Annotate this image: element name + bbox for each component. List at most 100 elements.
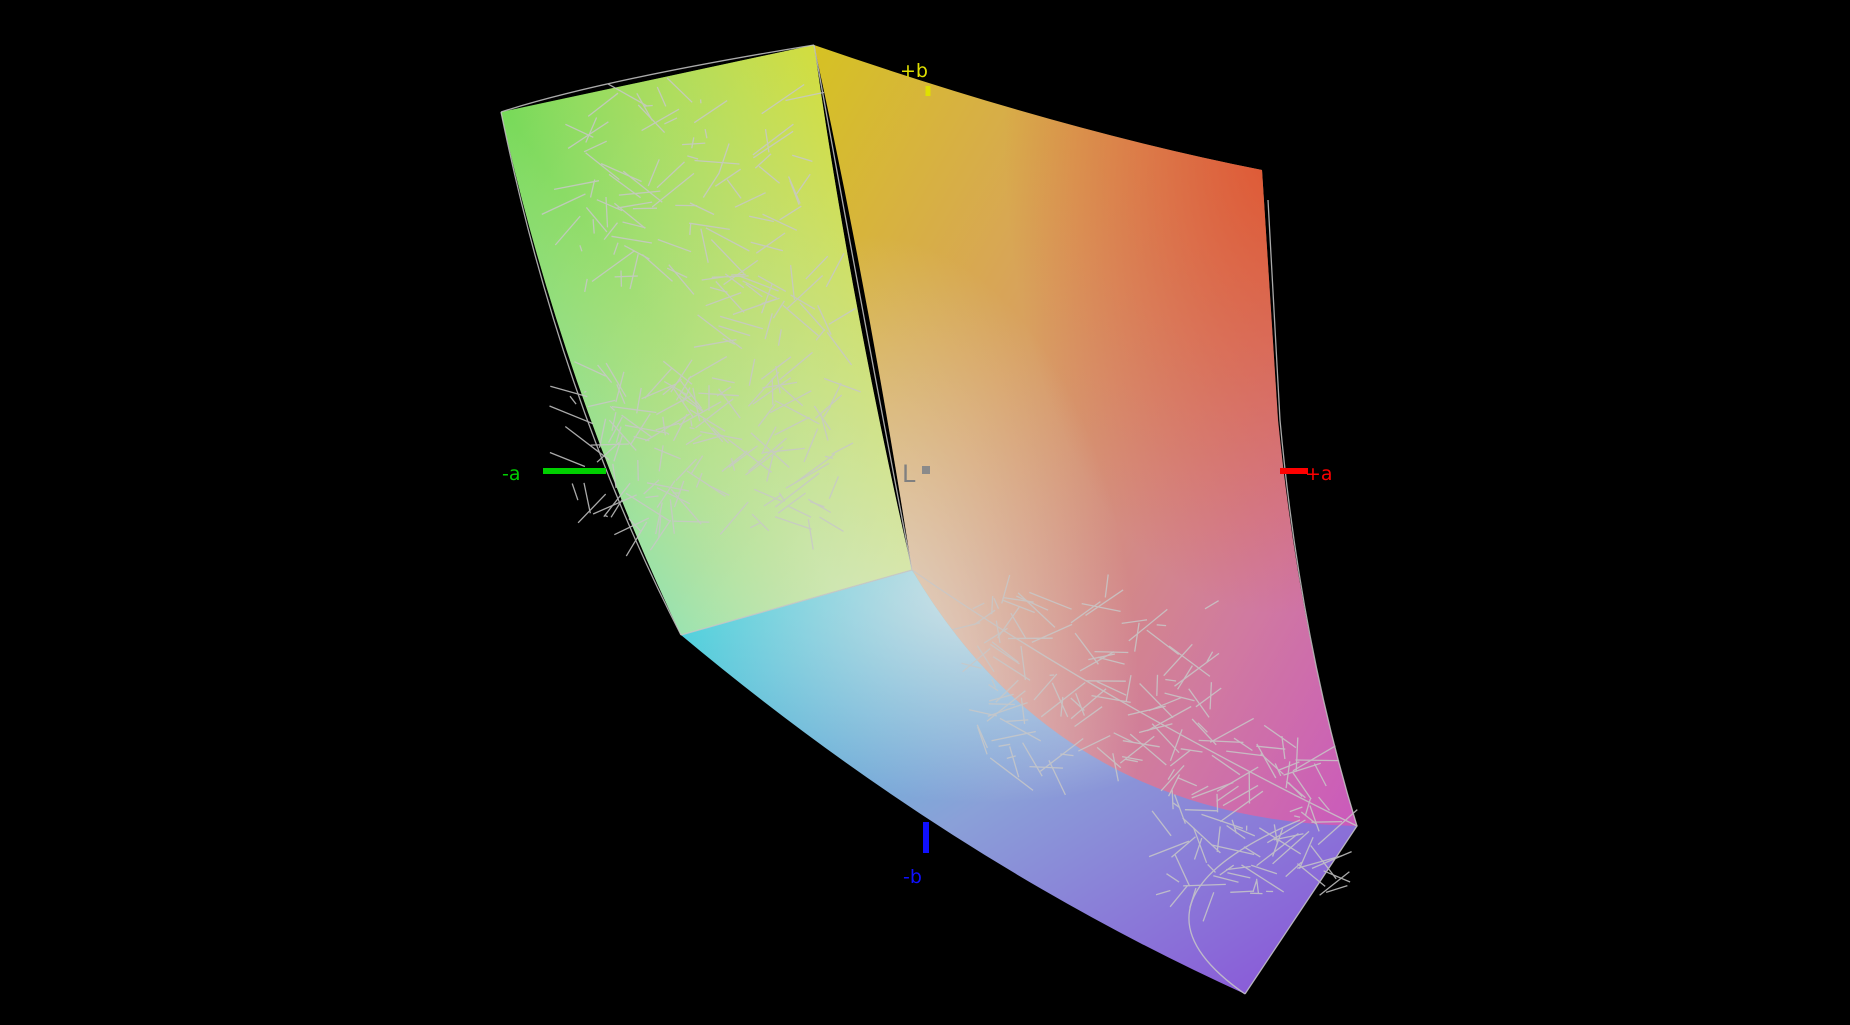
wireframe-edge [682,142,706,146]
wireframe-edge [596,199,623,212]
wireframe-edge [1094,650,1129,654]
wireframe-edge [719,315,764,330]
wireframe-edge [782,304,819,337]
wireframe-edge [657,238,692,253]
wireframe-edge [579,245,583,252]
wireframe-edge [587,399,616,408]
wireframe-edge [988,703,1015,706]
wireframe-edge [1119,735,1155,764]
wireframe-edge [825,252,845,288]
wireframe-edge [1031,623,1073,643]
wireframe-edge [611,405,657,414]
axis-label-plus-a: +a [1305,463,1333,485]
wireframe-edge [690,455,704,475]
wireframe-edge [763,494,782,507]
wireframe-edge [1188,688,1210,718]
wireframe-edge [718,388,741,419]
wireframe-edge [721,450,748,473]
wireframe-edge [591,250,635,283]
wireframe-edge [764,313,773,340]
wireframe-edge [692,434,723,445]
wireframe-edge [1287,782,1303,798]
wireframe-edge [1243,846,1261,858]
wireframe-edge [587,92,619,117]
wireframe-edge [738,274,779,292]
wireframe-edge [1294,815,1301,818]
wireframe-edge [607,83,648,107]
wireframe-edge [632,207,658,210]
wireframe-edge [644,367,673,399]
wireframe-edge [671,385,694,418]
wireframe-edge [1300,811,1318,825]
wireframe-edge [656,394,692,416]
wireframe-edge [1209,717,1255,743]
wireframe-edge [1033,673,1058,701]
wireframe-edge [637,459,639,481]
wireframe-edge [988,684,999,692]
wireframe-edge [549,451,586,468]
wireframe-edge [1283,762,1321,776]
axis-label-plus-b: +b [900,60,928,82]
wireframe-edge [1148,840,1190,858]
wireframe-edge [987,701,1028,717]
wireframe-edge [758,165,781,184]
wireframe-edge [641,108,680,132]
wireframe-edge [592,494,637,515]
wireframe-edge [1134,622,1140,652]
lightness-marker [922,466,930,474]
wireframe-edge [990,643,1020,665]
wireframe-edge [775,365,781,394]
wireframe-edge [541,193,586,215]
wireframe-edge [636,92,653,121]
wireframe-edge [1174,854,1191,887]
wireframe-edge [553,180,600,191]
wireframe-edge [1006,755,1016,760]
wireframe-edge [647,159,660,187]
wireframe-edge [673,480,685,508]
wireframe-edge [1146,629,1180,656]
wireframe-edge [1191,785,1209,796]
wireframe-edge [1169,885,1189,908]
wireframe-edge [711,275,749,278]
wireframe-edge [694,159,740,165]
wireframe-edge [1311,851,1352,869]
wireframe-edge [999,717,1042,742]
wireframe-edge [1204,600,1219,610]
wireframe-edge [1020,646,1027,680]
wireframe-edge [748,215,774,223]
wireframe-edge [727,438,773,473]
wireframe-edge [752,123,794,156]
wireframe-edge [1002,599,1035,614]
wireframe-edge [1207,863,1216,873]
bottom-face-glow [681,570,1357,994]
wireframe-edge [1189,887,1197,908]
wireframe-edge [646,482,690,492]
wireframe-edge [1180,748,1203,753]
wireframe-edge [976,645,995,673]
wireframe-edge [1022,742,1043,777]
axis-label-lightness: L [902,460,916,488]
wireframe-edge [785,91,825,102]
wireframe-edge [1213,875,1239,883]
wireframe-edge [1258,827,1302,855]
wireframe-edge [687,356,728,380]
wireframe-edge [583,390,587,393]
wireframe-edge [1216,766,1259,792]
wireframe-edge [779,205,802,221]
wireframe-edge [1183,883,1226,887]
axis-label-minus-b: -b [903,866,922,888]
wireframe-edge [777,329,782,346]
wireframe-edge [625,521,648,557]
wireframe-edge [1125,674,1132,702]
wireframe-edge [605,196,609,228]
wireframe-edge [584,278,588,293]
wireframe-edge [1191,781,1234,799]
wireframe-edge [1172,802,1181,809]
wireframe-edge [752,377,792,405]
wireframe-edge [690,420,693,427]
wireframe-edge [1255,878,1260,894]
wireframe-edge [1233,737,1253,752]
left-face-overlay [501,45,912,635]
wireframe-edge [636,387,642,414]
